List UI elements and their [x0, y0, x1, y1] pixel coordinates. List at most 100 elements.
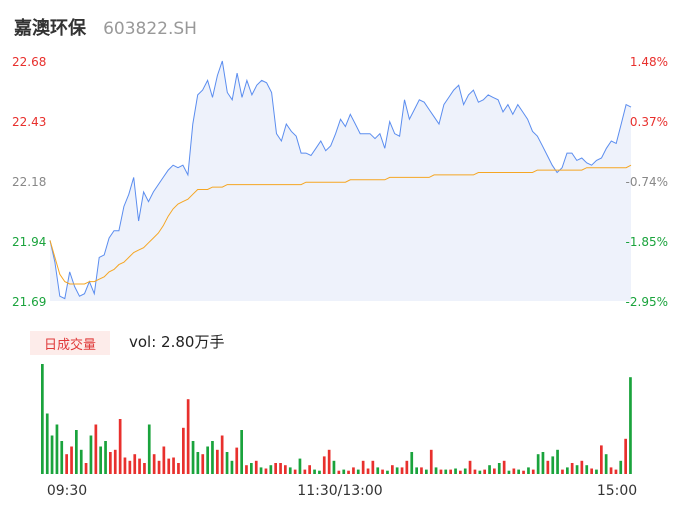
volume-badge: 日成交量: [30, 331, 110, 355]
volume-bar: [89, 435, 93, 474]
volume-bar: [269, 465, 273, 474]
volume-bar: [288, 467, 292, 474]
volume-bar: [483, 469, 486, 474]
volume-bar: [439, 469, 443, 474]
volume-bar: [206, 446, 209, 474]
volume-bar: [293, 469, 297, 474]
volume-bar: [468, 460, 472, 474]
volume-bar: [45, 413, 49, 474]
volume-bar: [400, 467, 404, 474]
volume-bar: [459, 470, 462, 474]
volume-bar: [225, 452, 229, 474]
volume-bar: [575, 465, 579, 474]
volume-bar: [531, 469, 535, 474]
volume-bar: [157, 460, 161, 474]
volume-bar: [191, 441, 195, 474]
volume-bar: [118, 419, 122, 474]
volume-bar: [454, 468, 457, 474]
volume-bar: [604, 454, 608, 474]
volume-bar: [595, 469, 598, 474]
volume-bar: [147, 424, 151, 474]
volume-bar: [65, 454, 68, 474]
volume-bar: [497, 463, 501, 474]
volume-bar: [104, 441, 107, 474]
volume-bar: [322, 456, 326, 474]
volume-bar: [138, 458, 141, 474]
volume-bar: [386, 470, 389, 474]
volume-bar: [109, 452, 112, 474]
pct-tick-label: -1.85%: [626, 235, 668, 249]
volume-bar: [216, 449, 219, 474]
volume-bar: [566, 467, 569, 474]
volume-bar: [235, 447, 239, 474]
volume-bar: [522, 470, 525, 474]
volume-bar: [536, 454, 540, 474]
volume-bar: [318, 470, 321, 474]
volume-bar: [186, 399, 190, 474]
volume-bar: [167, 458, 171, 474]
price-tick-label: 22.43: [12, 115, 46, 129]
volume-bar: [507, 470, 511, 474]
volume-bar: [313, 469, 316, 474]
volume-text: vol: 2.80万手: [129, 333, 225, 351]
volume-bar: [99, 446, 102, 474]
stock-title: 嘉澳环保 603822.SH: [14, 14, 197, 39]
volume-bar: [152, 454, 156, 474]
volume-bar: [177, 463, 180, 474]
volume-bar: [327, 449, 331, 474]
price-tick-label: 22.18: [12, 175, 46, 189]
stock-code: 603822.SH: [103, 19, 197, 39]
volume-bar: [624, 438, 627, 474]
volume-bar: [517, 469, 520, 474]
volume-bar: [609, 467, 613, 474]
volume-bar: [264, 468, 268, 474]
time-label-open: 09:30: [47, 483, 87, 499]
pct-tick-label: 0.37%: [630, 115, 668, 129]
price-tick-label: 22.68: [12, 55, 46, 69]
volume-bar: [580, 460, 584, 474]
volume-bar: [600, 445, 603, 474]
volume-bar: [41, 364, 44, 474]
volume-bar: [143, 463, 146, 474]
volume-bar: [284, 465, 287, 474]
volume-bar: [614, 469, 618, 474]
volume-bar: [308, 465, 311, 474]
volume-bar: [463, 468, 467, 474]
volume-bar: [94, 424, 98, 474]
volume-bar: [493, 468, 496, 474]
volume-bar: [113, 449, 117, 474]
volume-bar: [303, 469, 307, 474]
volume-bar: [70, 446, 73, 474]
volume-bar: [361, 460, 365, 474]
volume-bar: [79, 449, 83, 474]
volume-bar: [473, 469, 477, 474]
volume-bar: [405, 460, 409, 474]
volume-bar: [332, 460, 336, 474]
time-label-noon: 11:30/13:00: [297, 483, 382, 499]
stock-name: 嘉澳环保: [14, 18, 86, 39]
volume-bar: [434, 467, 438, 474]
volume-bar: [230, 460, 234, 474]
volume-bar: [410, 452, 414, 474]
volume-bar: [444, 469, 448, 474]
volume-bar: [371, 460, 375, 474]
volume-bar: [250, 463, 253, 474]
price-area: [50, 61, 631, 301]
volume-bar: [211, 441, 214, 474]
volume-bar: [381, 469, 384, 474]
volume-bar: [366, 468, 370, 474]
volume-bar: [488, 465, 491, 474]
volume-bar: [415, 467, 418, 474]
volume-bar: [502, 460, 506, 474]
volume-bar: [60, 441, 64, 474]
volume-bar: [429, 449, 433, 474]
volume-bar: [546, 460, 550, 474]
volume-bar: [162, 446, 166, 474]
volume-bar: [182, 427, 185, 474]
volume-bar: [585, 465, 589, 474]
volume-bar: [55, 424, 59, 474]
volume-bar: [240, 430, 243, 474]
volume-bar: [391, 465, 394, 474]
time-label-close: 15:00: [597, 483, 637, 499]
volume-bar: [629, 377, 632, 474]
